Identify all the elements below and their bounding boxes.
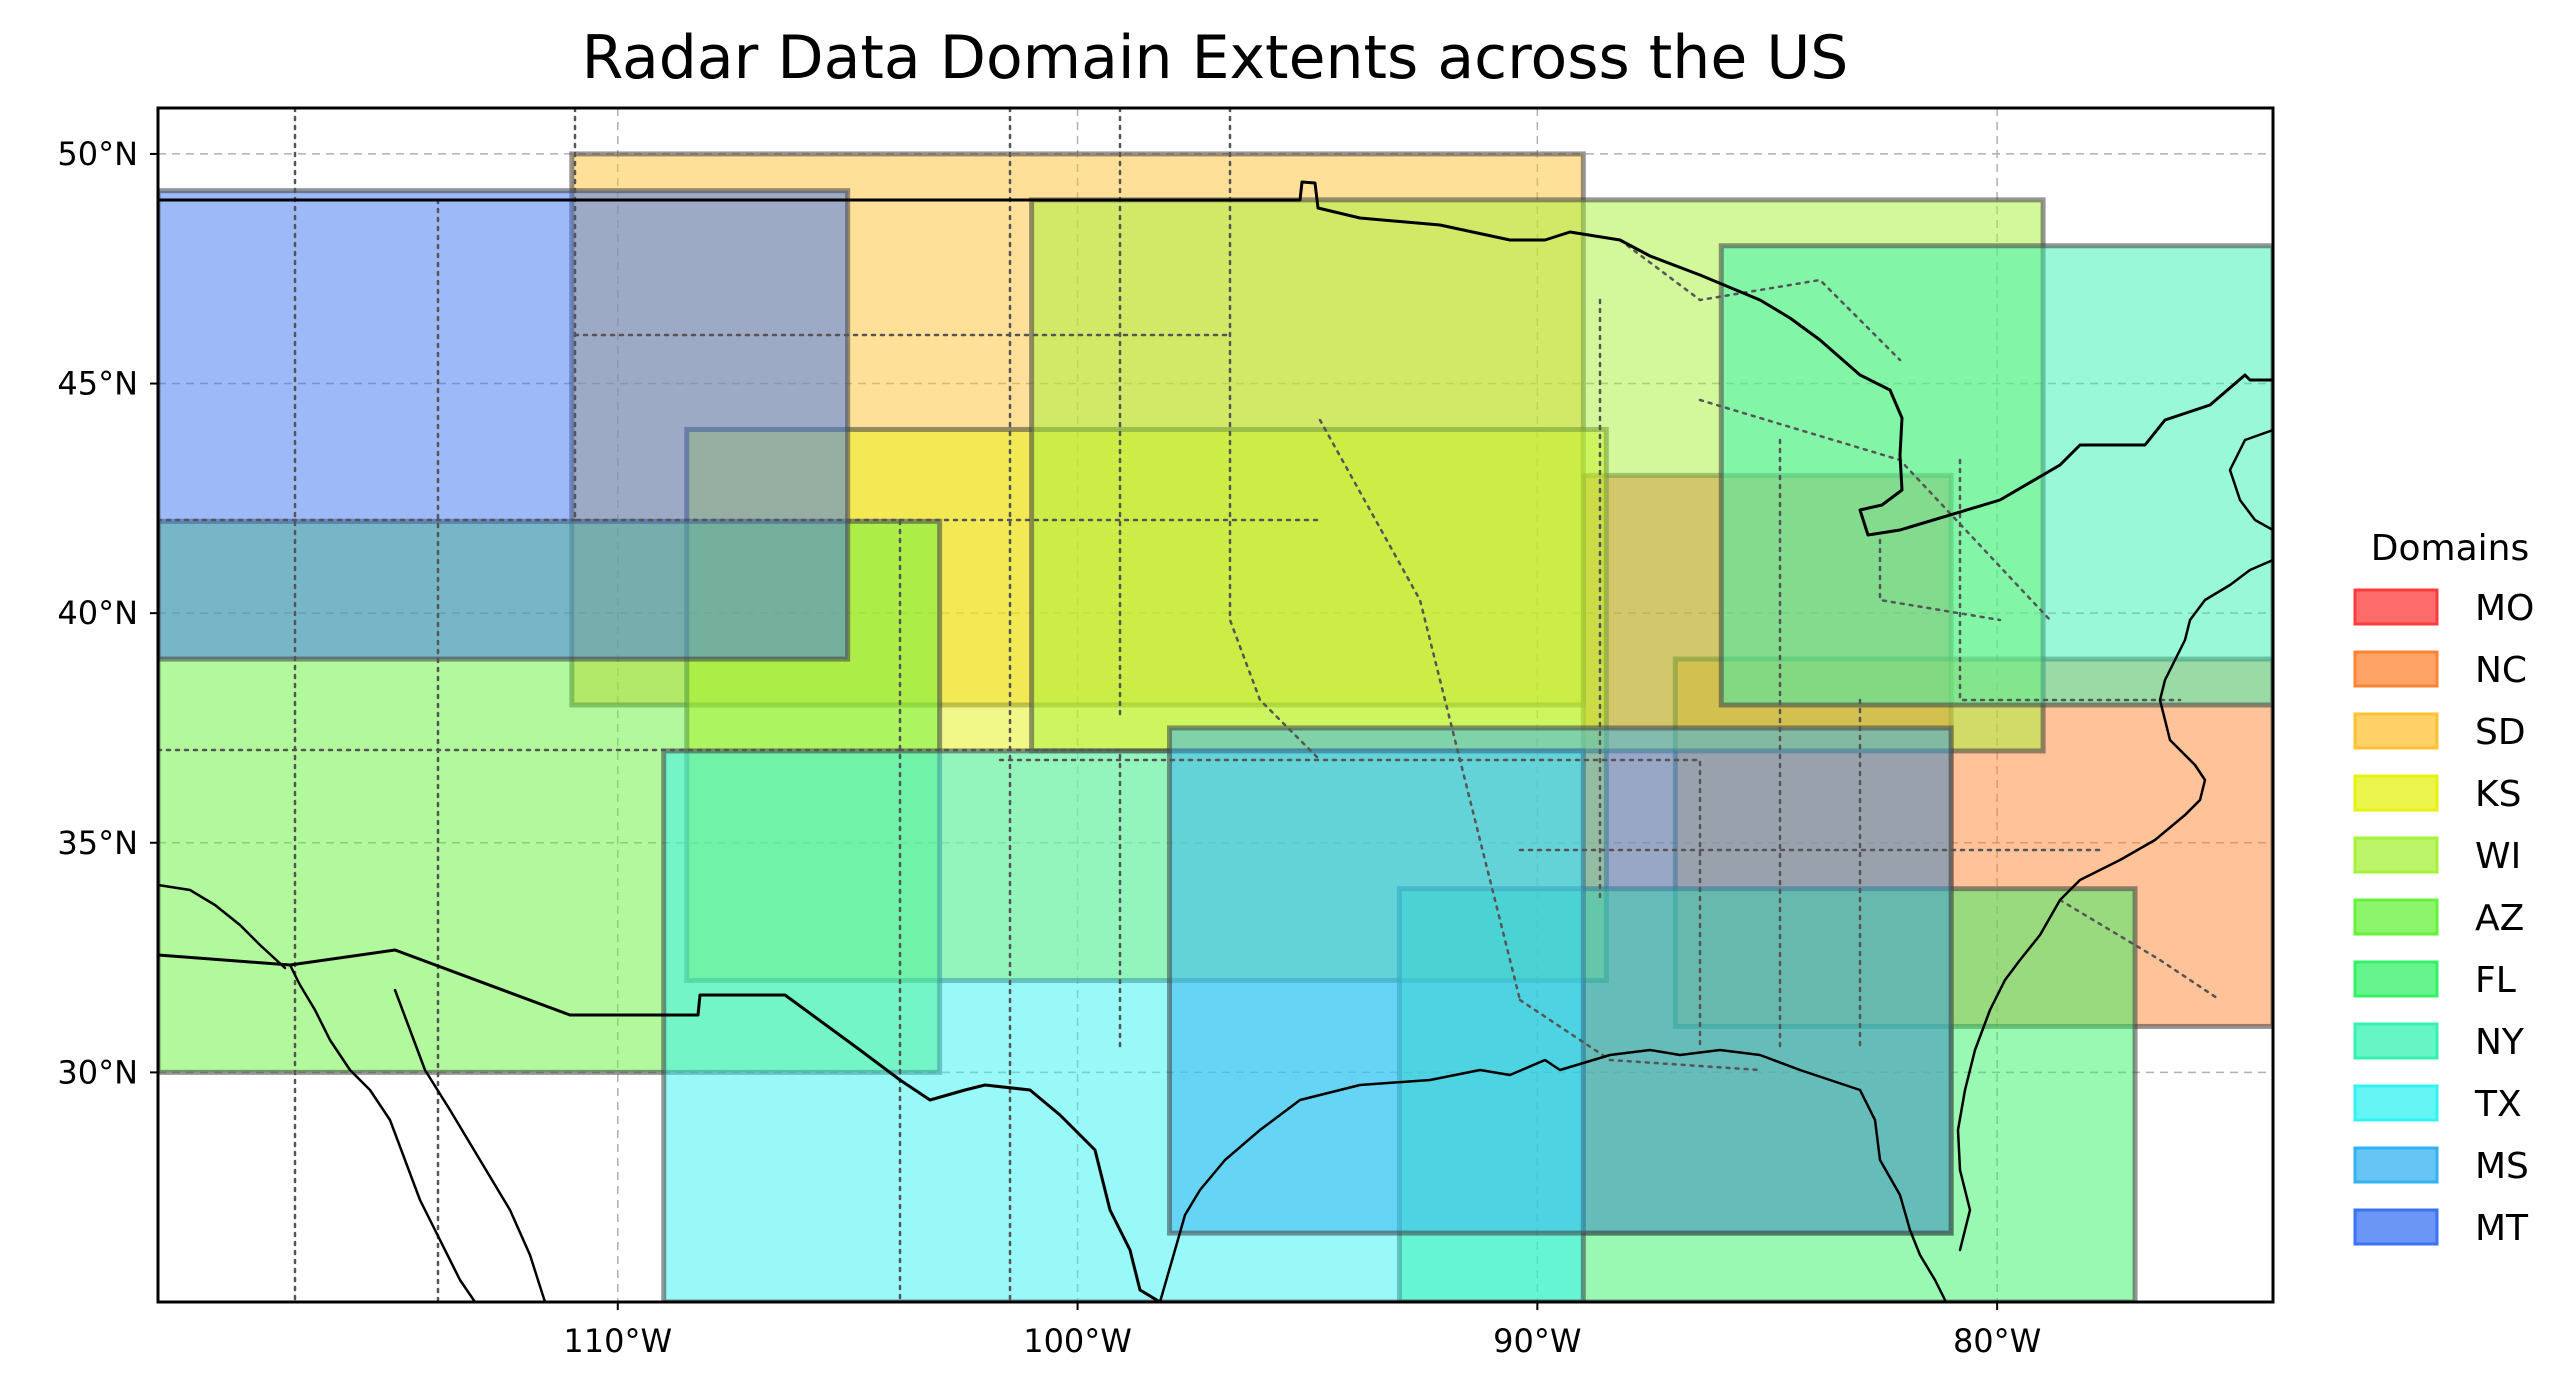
domain-extent-rectangles xyxy=(158,151,2273,1302)
longitude-tick-label: 100°W xyxy=(1023,1322,1132,1360)
legend-label-tx: TX xyxy=(2474,1084,2522,1125)
legend-swatch-ny xyxy=(2353,1022,2439,1060)
legend-swatch-sd xyxy=(2353,712,2439,750)
legend-swatch-az xyxy=(2353,898,2439,936)
latitude-tick-label: 35°N xyxy=(57,824,138,862)
legend-label-sd: SD xyxy=(2475,712,2526,753)
us-canada-border xyxy=(158,180,2273,537)
legend-items: MO NC SD KS WI AZ FL NY TX MS MT xyxy=(2353,588,2534,1249)
legend-label-az: AZ xyxy=(2475,898,2524,939)
map-title: Radar Data Domain Extents across the US xyxy=(582,23,1849,93)
longitude-tick-label: 90°W xyxy=(1493,1322,1581,1360)
longitude-tick-label: 80°W xyxy=(1953,1322,2041,1360)
legend-label-ny: NY xyxy=(2475,1022,2525,1063)
state-borders xyxy=(158,108,2222,1302)
legend-label-fl: FL xyxy=(2475,960,2516,1001)
map-plot-frame xyxy=(156,106,2275,1304)
latitude-tick-label: 30°N xyxy=(57,1053,138,1091)
legend-label-mt: MT xyxy=(2475,1208,2529,1249)
latitude-tick-label: 50°N xyxy=(57,135,138,173)
axis-tick-labels: 110°W 100°W 90°W 80°W 50°N 45°N 40°N 35°N 30°N xyxy=(57,135,2041,1360)
legend-label-mo: MO xyxy=(2475,588,2534,629)
legend-label-ms: MS xyxy=(2475,1146,2529,1187)
coastlines xyxy=(158,428,2273,1302)
domain-extent-mt xyxy=(158,188,851,662)
legend-swatch-tx xyxy=(2353,1084,2439,1122)
legend-label-ks: KS xyxy=(2475,774,2521,815)
legend-swatch-mt xyxy=(2353,1208,2439,1246)
legend-swatch-fl xyxy=(2353,960,2439,998)
latitude-tick-label: 40°N xyxy=(57,594,138,632)
legend-label-wi: WI xyxy=(2475,836,2521,877)
legend-swatch-mo xyxy=(2353,588,2439,626)
legend-label-nc: NC xyxy=(2475,650,2527,691)
domain-extent-ny xyxy=(1718,243,2273,708)
legend-title: Domains xyxy=(2371,528,2529,569)
latitude-tick-label: 45°N xyxy=(57,365,138,403)
legend-swatch-wi xyxy=(2353,836,2439,874)
legend-swatch-ms xyxy=(2353,1146,2439,1184)
basemap-boundaries xyxy=(158,108,2273,1302)
domain-extent-ms xyxy=(1167,725,1954,1236)
us-mexico-border xyxy=(158,948,1161,1302)
legend-swatch-nc xyxy=(2353,650,2439,688)
longitude-tick-label: 110°W xyxy=(563,1322,672,1360)
legend-swatch-ks xyxy=(2353,774,2439,812)
legend: Domains MO NC SD KS WI AZ FL NY TX MS MT xyxy=(2353,528,2534,1249)
